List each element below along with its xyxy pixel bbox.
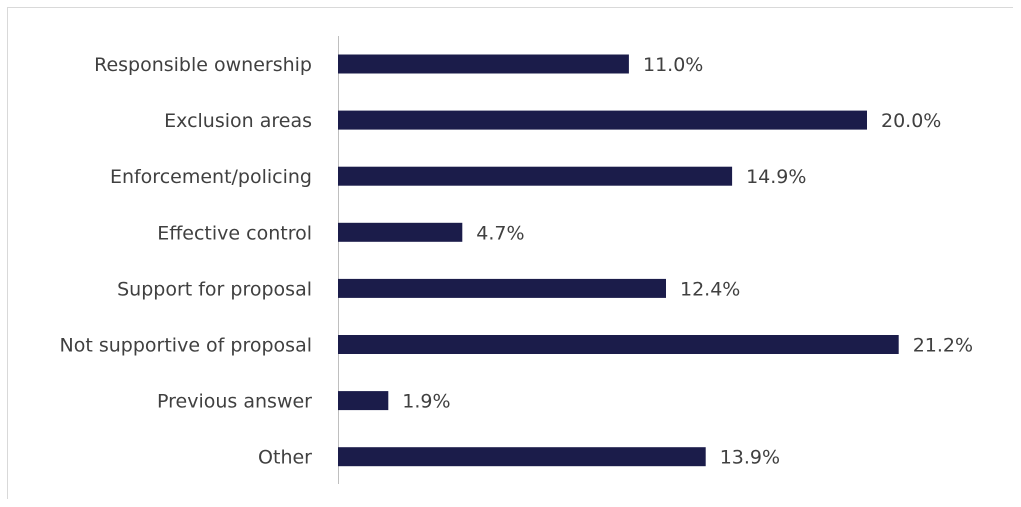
value-labels: 11.0% 20.0% 14.9% 4.7% 12.4% 21.2% 1.9% 13.9%: [402, 54, 973, 469]
value-label-7: 13.9%: [720, 447, 780, 469]
category-label-7: Other: [258, 447, 312, 469]
value-label-0: 11.0%: [643, 54, 703, 76]
category-label-6: Previous answer: [157, 391, 312, 413]
category-label-2: Enforcement/policing: [110, 166, 312, 188]
bar-7: [338, 447, 706, 467]
value-label-3: 4.7%: [476, 222, 524, 244]
bar-6: [338, 391, 389, 411]
bar-3: [338, 222, 463, 242]
bar-0: [338, 54, 629, 74]
bar-1: [338, 110, 867, 130]
value-label-4: 12.4%: [680, 278, 740, 300]
bars-layer: [338, 54, 899, 467]
category-label-4: Support for proposal: [117, 278, 312, 300]
category-label-0: Responsible ownership: [94, 54, 312, 76]
value-label-6: 1.9%: [402, 391, 450, 413]
category-label-1: Exclusion areas: [164, 110, 312, 132]
category-labels: Responsible ownership Exclusion areas Enfo…: [60, 54, 313, 469]
bar-4: [338, 278, 666, 298]
chart-frame: [7, 7, 1013, 499]
bar-2: [338, 166, 733, 186]
value-label-2: 14.9%: [746, 166, 806, 188]
category-label-5: Not supportive of proposal: [60, 335, 312, 357]
bar-5: [338, 335, 899, 354]
value-label-5: 21.2%: [913, 335, 973, 357]
value-label-1: 20.0%: [881, 110, 941, 132]
category-label-3: Effective control: [157, 222, 312, 244]
